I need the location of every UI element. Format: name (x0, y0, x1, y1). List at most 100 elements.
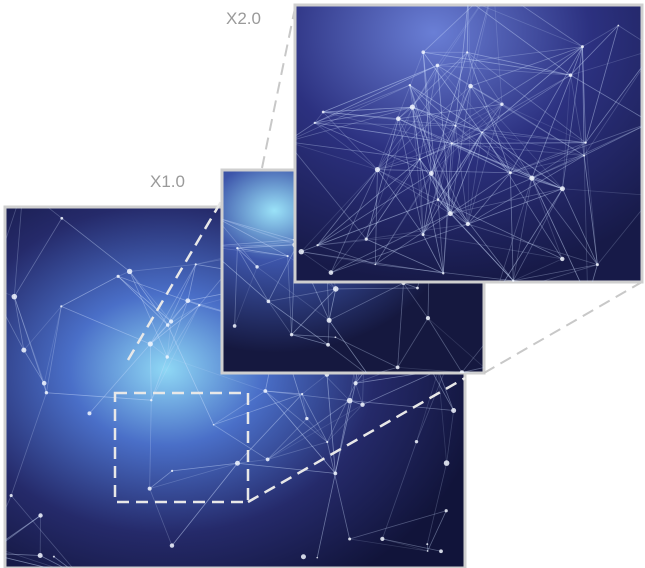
network-line (150, 304, 200, 345)
network-line (482, 131, 586, 144)
network-line (323, 106, 413, 113)
network-line (531, 178, 563, 260)
network-node (459, 370, 465, 373)
network-line (314, 111, 324, 124)
network-line (10, 495, 74, 568)
network-line (171, 463, 238, 546)
network-line (326, 383, 356, 443)
network-line (451, 143, 585, 156)
network-line (314, 122, 456, 127)
network-node (147, 341, 153, 347)
network-line (450, 155, 585, 214)
network-line (427, 317, 463, 373)
network-line (419, 65, 438, 160)
network-node (333, 471, 338, 476)
network-node (444, 509, 448, 513)
zoom-guide (247, 376, 466, 504)
network-line (423, 234, 563, 260)
network-line (374, 173, 432, 265)
network-line (234, 248, 238, 326)
network-line (430, 52, 468, 174)
network-line (222, 239, 294, 246)
network-line (301, 374, 328, 395)
network-line (482, 131, 585, 156)
network-node (395, 365, 400, 370)
network-line (129, 271, 168, 358)
network-line (268, 288, 336, 302)
network-line (377, 169, 469, 225)
network-line (314, 122, 432, 174)
network-line (467, 104, 503, 225)
network-line (222, 224, 258, 268)
network-node (374, 263, 377, 266)
network-line (437, 46, 583, 66)
network-node (490, 372, 495, 377)
network-line (562, 46, 583, 189)
network-line (455, 46, 583, 127)
network-line (377, 169, 439, 200)
network-line (222, 220, 288, 257)
network-line (316, 473, 336, 558)
network-line (531, 126, 642, 179)
network-node (425, 316, 431, 321)
network-line (39, 555, 66, 568)
zoom-guide (261, 7, 296, 169)
network-line (317, 244, 376, 265)
network-line (426, 462, 447, 545)
network-line (265, 390, 350, 402)
network-line (5, 207, 18, 244)
network-node (38, 513, 43, 518)
network-line (326, 404, 363, 443)
network-line (366, 238, 444, 274)
network-line (430, 85, 471, 174)
network-line (237, 247, 269, 302)
network-node (617, 24, 620, 27)
network-line (583, 126, 642, 156)
network-line (314, 106, 413, 124)
network-line (382, 538, 442, 552)
network-node (87, 411, 92, 416)
network-line (422, 125, 456, 235)
network-line (349, 510, 447, 540)
network-line (267, 404, 363, 460)
network-node (22, 186, 24, 188)
network-line (328, 282, 404, 321)
network-line (455, 85, 471, 126)
network-line (419, 131, 483, 160)
network-node (289, 332, 294, 337)
network-line (149, 264, 197, 345)
network-line (13, 296, 25, 351)
network-line (422, 52, 432, 174)
network-line (295, 143, 378, 171)
network-line (149, 400, 152, 489)
network-line (167, 356, 266, 392)
network-line (375, 264, 514, 282)
network-node (580, 45, 584, 49)
network-node (316, 244, 319, 247)
network-node (512, 279, 515, 282)
network-line (466, 52, 511, 173)
network-line (467, 51, 571, 76)
network-line (301, 199, 439, 253)
network-line (323, 65, 438, 113)
network-line (437, 143, 453, 200)
network-line (365, 118, 399, 240)
network-line (5, 292, 15, 298)
network-line (365, 158, 421, 240)
network-line (451, 125, 456, 144)
network-line (317, 234, 424, 246)
network-node (169, 543, 175, 548)
network-node (116, 274, 120, 278)
image-x2 (293, 3, 644, 284)
network-line (437, 199, 444, 274)
network-node (442, 272, 445, 275)
network-line (510, 142, 586, 174)
network-node (150, 398, 153, 402)
network-node (421, 233, 425, 237)
network-line (583, 155, 588, 282)
network-line (89, 343, 151, 414)
network-node (447, 211, 453, 217)
network-line (450, 213, 514, 282)
network-line (467, 132, 483, 225)
network-line (374, 143, 453, 265)
